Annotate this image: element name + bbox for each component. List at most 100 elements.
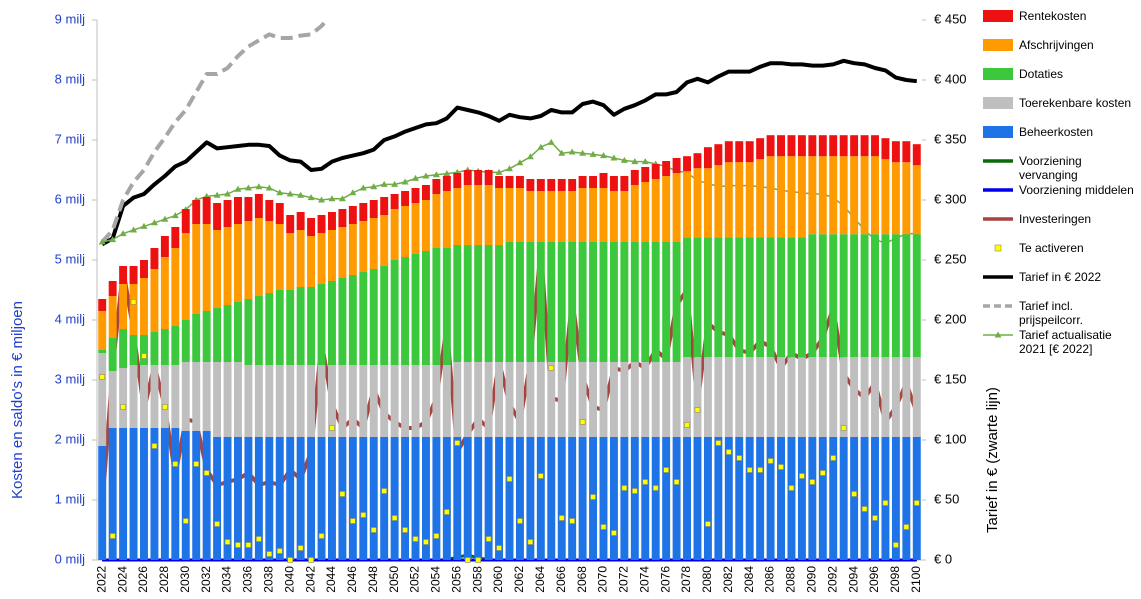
legend-swatch: [983, 304, 1013, 308]
bar-segment: [150, 428, 159, 560]
bar-segment: [411, 437, 420, 560]
point: [496, 545, 502, 551]
bar-segment: [119, 329, 128, 368]
legend-label: Toerekenbare kosten: [1019, 96, 1132, 110]
x-tick-label: 2068: [575, 566, 589, 593]
bar-segment: [202, 197, 211, 224]
bar-segment: [620, 242, 629, 362]
bar-segment: [495, 245, 504, 362]
bar-segment: [745, 237, 754, 358]
bar-segment: [536, 179, 545, 191]
bar-segment: [860, 357, 869, 437]
bar-segment: [119, 284, 128, 329]
point: [318, 533, 325, 539]
bar-segment: [891, 357, 900, 437]
point: [527, 539, 534, 545]
bar-segment: [568, 437, 577, 560]
point: [913, 500, 920, 506]
point: [652, 485, 659, 491]
bar-segment: [766, 135, 775, 157]
line-marker: [349, 189, 357, 196]
bar-segment: [348, 224, 357, 275]
bar-segment: [756, 138, 765, 160]
bar-segment: [578, 437, 587, 560]
bar-segment: [557, 242, 566, 362]
bar-segment: [213, 308, 222, 362]
bar-segment: [463, 437, 472, 560]
bar-segment: [912, 357, 921, 437]
point: [141, 353, 147, 359]
bar-segment: [390, 365, 399, 437]
bar-segment: [651, 164, 660, 179]
bar-segment: [171, 326, 180, 365]
bar-segment: [777, 135, 785, 157]
bar-segment: [505, 242, 514, 362]
bar-segment: [369, 218, 378, 269]
line-marker: [412, 174, 420, 181]
bar-segment: [902, 234, 911, 358]
bar-segment: [411, 254, 420, 365]
x-tick-label: 2038: [261, 566, 275, 593]
bar-segment: [108, 338, 117, 371]
bar-segment: [662, 161, 671, 176]
point: [569, 518, 575, 524]
bar-segment: [244, 437, 253, 560]
bar-segment: [160, 365, 169, 428]
bar-segment: [672, 362, 681, 437]
bar-segment: [672, 242, 681, 362]
legend-label: Investeringen: [1019, 212, 1092, 226]
bar-segment: [213, 437, 222, 560]
bar-segment: [609, 176, 618, 191]
bar-segment: [526, 242, 535, 362]
legend-swatch: [983, 68, 1013, 80]
point: [726, 449, 732, 455]
y2-tick-label: € 400: [934, 71, 967, 86]
bar-segment: [756, 159, 765, 238]
x-tick-label: 2076: [658, 566, 672, 593]
point: [203, 470, 210, 476]
bar-segment: [317, 437, 326, 560]
bar-segment: [818, 437, 827, 560]
x-tick-label: 2032: [199, 566, 213, 593]
bar-segment: [202, 311, 211, 362]
bar-segment: [651, 242, 660, 362]
bar-segment: [829, 156, 838, 235]
bar-segment: [181, 209, 190, 233]
bar-segment: [683, 437, 691, 560]
bar-segment: [724, 237, 733, 358]
bar-segment: [369, 200, 378, 218]
bar-segment: [432, 179, 441, 194]
bar-segment: [328, 281, 336, 365]
bar-segment: [171, 227, 180, 248]
bar-segment: [630, 362, 639, 437]
bar-segment: [568, 242, 577, 362]
y2-tick-label: € 450: [934, 11, 967, 26]
point: [517, 518, 523, 524]
point: [297, 545, 304, 551]
point: [276, 548, 283, 554]
bar-segment: [296, 287, 305, 365]
bar-segment: [495, 176, 504, 188]
x-tick-label: 2070: [596, 566, 610, 593]
bar-segment: [724, 141, 733, 163]
legend-swatch-shape: [983, 10, 1013, 22]
point: [673, 479, 680, 485]
bar-segment: [421, 200, 430, 251]
bar-segment: [515, 188, 524, 242]
bar-segment: [192, 362, 201, 431]
bar-segment: [286, 365, 295, 437]
point: [579, 419, 586, 425]
legend-entry: Tarief actualisatie 2021 [€ 2022]: [982, 328, 1141, 357]
line-marker: [370, 183, 378, 190]
bar-segment: [401, 257, 410, 365]
bar-segment: [829, 135, 838, 157]
bar-segment: [808, 156, 817, 235]
bar-segment: [442, 437, 451, 560]
bar-segment: [234, 437, 242, 560]
bar-segment: [369, 365, 378, 437]
bar-segment: [902, 141, 911, 163]
y-tick-label: 0 milj: [55, 551, 85, 566]
bar-segment: [150, 332, 159, 365]
bar-segment: [338, 365, 347, 437]
point: [840, 425, 847, 431]
